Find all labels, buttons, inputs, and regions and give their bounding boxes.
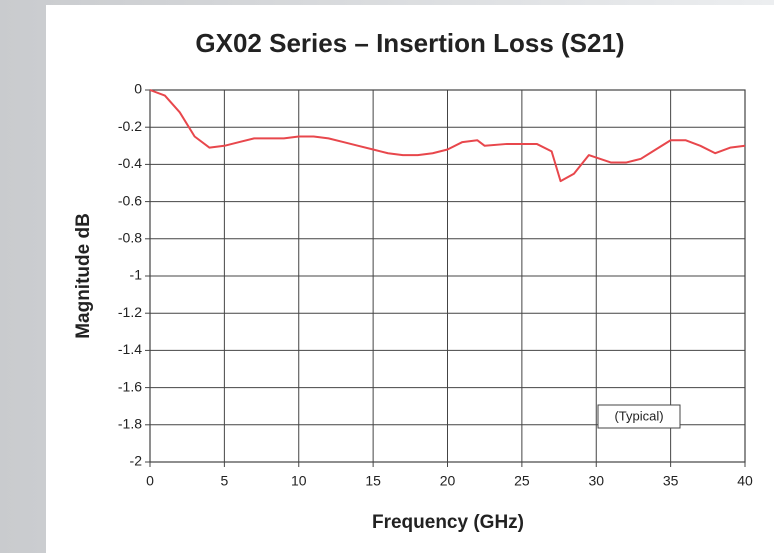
x-tick-label: 20 — [440, 473, 456, 489]
chart-title: GX02 Series – Insertion Loss (S21) — [195, 28, 624, 58]
data-line — [149, 89, 746, 183]
y-tick-label: -1.2 — [118, 304, 142, 320]
x-tick-label: 5 — [220, 473, 228, 489]
y-tick-label: -1 — [130, 267, 143, 283]
annotation-box — [597, 404, 681, 429]
x-tick-label: 40 — [737, 473, 753, 489]
y-tick-label: -0.8 — [118, 230, 142, 246]
x-tick-label: 30 — [588, 473, 604, 489]
x-tick-label: 0 — [146, 473, 154, 489]
plot-border — [149, 89, 746, 463]
y-axis-label: Magnitude dB — [73, 213, 94, 339]
y-tick-label: -0.4 — [118, 155, 142, 171]
y-tick-label: -0.6 — [118, 192, 142, 208]
x-tick-label: 15 — [365, 473, 381, 489]
y-tick-label: 0 — [134, 81, 142, 97]
y-tick-label: -1.4 — [118, 341, 142, 357]
y-tick-label: -1.8 — [118, 416, 142, 432]
y-tick-label: -0.2 — [118, 118, 142, 134]
x-tick-label: 25 — [514, 473, 530, 489]
panel — [46, 5, 774, 553]
annotation: (Typical) — [614, 408, 663, 423]
x-axis-label: Frequency (GHz) — [372, 512, 524, 533]
y-tick-label: -1.6 — [118, 378, 142, 394]
x-tick-label: 10 — [291, 473, 307, 489]
y-tick-label: -2 — [130, 453, 143, 469]
x-tick-label: 35 — [663, 473, 679, 489]
